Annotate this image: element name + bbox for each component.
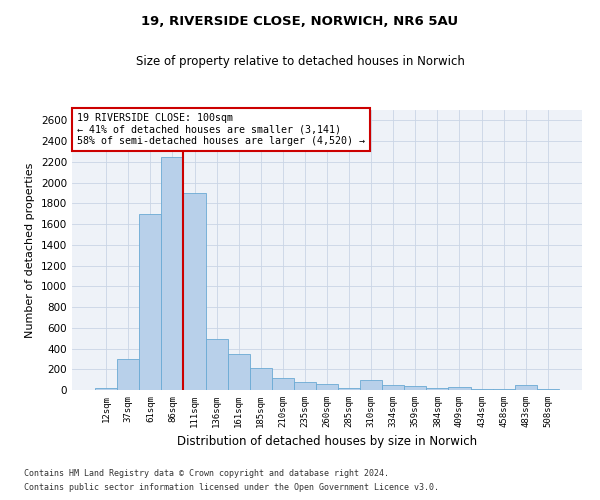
Bar — [250, 368, 272, 390]
X-axis label: Distribution of detached houses by size in Norwich: Distribution of detached houses by size … — [177, 436, 477, 448]
Bar — [427, 388, 448, 390]
Bar — [382, 385, 404, 390]
Bar — [161, 156, 184, 390]
Bar — [294, 382, 316, 390]
Y-axis label: Number of detached properties: Number of detached properties — [25, 162, 35, 338]
Bar — [206, 339, 227, 390]
Text: Contains HM Land Registry data © Crown copyright and database right 2024.: Contains HM Land Registry data © Crown c… — [24, 468, 389, 477]
Bar — [404, 386, 427, 390]
Bar — [338, 388, 360, 390]
Bar — [537, 389, 559, 390]
Bar — [470, 389, 493, 390]
Text: 19, RIVERSIDE CLOSE, NORWICH, NR6 5AU: 19, RIVERSIDE CLOSE, NORWICH, NR6 5AU — [142, 15, 458, 28]
Bar — [184, 193, 206, 390]
Bar — [272, 378, 294, 390]
Text: 19 RIVERSIDE CLOSE: 100sqm
← 41% of detached houses are smaller (3,141)
58% of s: 19 RIVERSIDE CLOSE: 100sqm ← 41% of deta… — [77, 113, 365, 146]
Bar — [227, 354, 250, 390]
Bar — [360, 380, 382, 390]
Text: Size of property relative to detached houses in Norwich: Size of property relative to detached ho… — [136, 55, 464, 68]
Bar — [95, 388, 117, 390]
Bar — [448, 387, 470, 390]
Bar — [139, 214, 161, 390]
Bar — [515, 385, 537, 390]
Bar — [316, 384, 338, 390]
Text: Contains public sector information licensed under the Open Government Licence v3: Contains public sector information licen… — [24, 484, 439, 492]
Bar — [117, 359, 139, 390]
